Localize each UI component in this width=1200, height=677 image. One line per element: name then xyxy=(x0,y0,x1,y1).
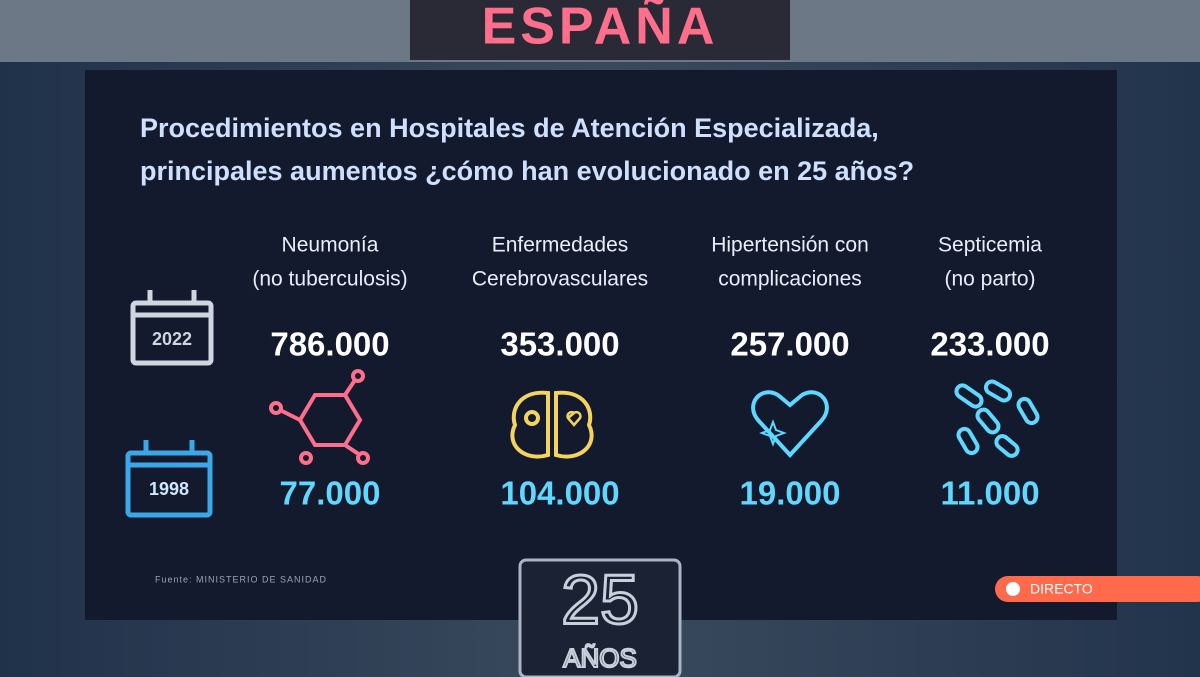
anniversary-badge xyxy=(518,558,682,677)
value-1998: 104.000 xyxy=(500,475,619,512)
value-2022: 257.000 xyxy=(730,326,849,363)
category-label: Septicemia xyxy=(938,234,1042,257)
value-1998: 77.000 xyxy=(280,475,381,512)
live-badge xyxy=(995,576,1200,602)
category-label: Enfermedades xyxy=(492,234,629,257)
category-label: Cerebrovasculares xyxy=(472,268,648,291)
year-label: 1998 xyxy=(149,479,189,499)
title-line: principales aumentos ¿cómo han evolucion… xyxy=(140,156,914,186)
calendar-2022 xyxy=(130,290,214,366)
value-1998: 19.000 xyxy=(740,475,841,512)
panel xyxy=(85,70,1117,620)
category-label: (no tuberculosis) xyxy=(252,268,407,291)
logo-plate xyxy=(410,0,790,60)
category-label: Hipertensión con xyxy=(711,234,869,257)
title-line: Procedimientos en Hospitales de Atención… xyxy=(140,113,879,143)
brain-icon xyxy=(510,390,594,459)
live-label: DIRECTO xyxy=(1030,581,1093,597)
anniversary-word: AÑOS xyxy=(563,643,637,673)
value-2022: 786.000 xyxy=(270,326,389,363)
bacteria-icon xyxy=(954,379,1040,458)
live-dot xyxy=(1006,582,1020,596)
logo: ESPAÑA xyxy=(482,0,719,56)
value-2022: 233.000 xyxy=(930,326,1049,363)
molecule-icon xyxy=(269,369,370,465)
calendar-1998 xyxy=(125,440,213,518)
year-label: 2022 xyxy=(152,329,192,349)
category-label: complicaciones xyxy=(718,268,862,291)
anniversary-number: 25 xyxy=(561,560,639,638)
heart-icon xyxy=(751,390,829,458)
category-label: Neumonía xyxy=(282,234,379,257)
category-label: (no parto) xyxy=(944,268,1035,291)
value-2022: 353.000 xyxy=(500,326,619,363)
value-1998: 11.000 xyxy=(940,475,1039,512)
source: Fuente: MINISTERIO DE SANIDAD xyxy=(155,574,327,584)
